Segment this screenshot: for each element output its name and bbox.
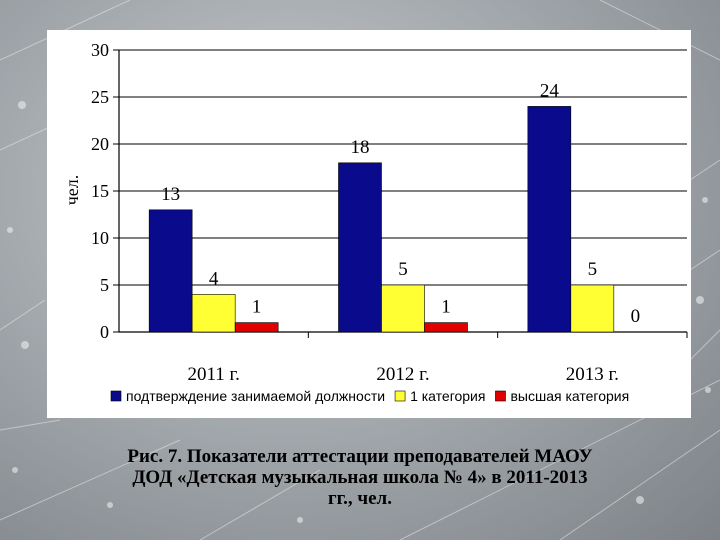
bar bbox=[148, 209, 193, 333]
bar bbox=[338, 162, 382, 333]
y-tick-label: 0 bbox=[100, 322, 109, 342]
y-tick-label: 15 bbox=[91, 181, 109, 201]
bar bbox=[234, 322, 279, 333]
data-label: 0 bbox=[631, 306, 641, 327]
legend-swatch bbox=[394, 390, 406, 402]
legend-label: 1 категория bbox=[410, 388, 485, 404]
data-label: 1 bbox=[441, 297, 451, 318]
legend-swatch bbox=[110, 390, 122, 402]
y-tick-label: 10 bbox=[91, 228, 109, 248]
data-label: 5 bbox=[398, 259, 408, 280]
chart-panel: 0 5 10 15 20 25 30 чел. 13 4 1 2011 г. 18 5 1 2012 г. 2… bbox=[47, 30, 691, 418]
legend-swatch bbox=[495, 390, 506, 402]
caption-line-1: Рис. 7. Показатели аттестации преподават… bbox=[127, 446, 593, 467]
data-label: 1 bbox=[252, 297, 262, 318]
bar bbox=[191, 294, 236, 333]
bar bbox=[527, 106, 572, 333]
y-tick-label: 25 bbox=[91, 87, 109, 107]
data-label: 18 bbox=[351, 137, 370, 158]
y-axis-label: чел. bbox=[62, 175, 82, 206]
data-label: 5 bbox=[588, 259, 598, 280]
bar-chart: 0 5 10 15 20 25 30 чел. 13 4 1 2011 г. 18 5 1 2012 г. 2… bbox=[62, 40, 688, 404]
data-label: 13 bbox=[161, 184, 180, 205]
y-tick-label: 5 bbox=[100, 275, 109, 295]
data-label: 24 bbox=[540, 80, 560, 101]
figure-caption: Рис. 7. Показатели аттестации преподават… bbox=[50, 446, 670, 509]
caption-line-2: ДОД «Детская музыкальная школа № 4» в 20… bbox=[132, 467, 588, 488]
data-label: 4 bbox=[209, 268, 219, 289]
bar bbox=[381, 284, 425, 333]
caption-line-3: гг., чел. bbox=[328, 488, 392, 509]
y-tick-label: 20 bbox=[91, 134, 109, 154]
bar bbox=[570, 284, 615, 333]
y-tick-label: 30 bbox=[91, 40, 109, 60]
x-category-label: 2011 г. bbox=[187, 364, 239, 385]
legend-label: высшая категория bbox=[510, 388, 629, 404]
x-category-label: 2012 г. bbox=[376, 364, 429, 385]
bar bbox=[424, 322, 468, 333]
legend-label: подтверждение занимаемой должности bbox=[126, 388, 385, 404]
x-category-label: 2013 г. bbox=[566, 364, 619, 385]
